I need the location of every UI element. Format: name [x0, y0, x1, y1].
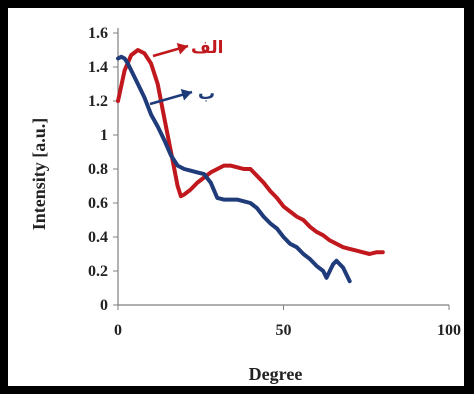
x-tick-label: 50: [276, 322, 292, 339]
chart-frame: 0 0.2 0.4 0.6 0.8 1 1.2 1.4 1.6 0 50 100 Degree Inten…: [8, 8, 464, 386]
line-chart: 0 0.2 0.4 0.6 0.8 1 1.2 1.4 1.6 0 50 100 Degree Inten…: [29, 25, 461, 384]
series-arrow-1-head: [180, 88, 192, 101]
y-tick-label: 0.2: [88, 263, 108, 280]
y-tick-label: 1: [100, 127, 108, 144]
series-arrow-0-head: [176, 42, 188, 55]
x-tick-label: 0: [114, 322, 122, 339]
y-tick-label: 0.8: [88, 161, 108, 178]
y-tick-label: 1.6: [88, 25, 108, 42]
y-tick-label: 0.4: [88, 229, 108, 246]
series-line-0: [116, 48, 385, 256]
x-axis-title: Degree: [249, 364, 303, 384]
y-tick-label: 0.6: [88, 195, 108, 212]
y-tick-label: 0: [100, 297, 108, 314]
series-label-1: ب: [198, 84, 215, 104]
y-axis-title: Intensity [a.u.]: [29, 118, 49, 231]
x-tick-label: 100: [437, 322, 461, 339]
series-line-1: [116, 54, 352, 284]
series-label-0: الف: [191, 38, 223, 58]
y-tick-label: 1.2: [88, 93, 108, 110]
y-tick-label: 1.4: [88, 59, 108, 76]
